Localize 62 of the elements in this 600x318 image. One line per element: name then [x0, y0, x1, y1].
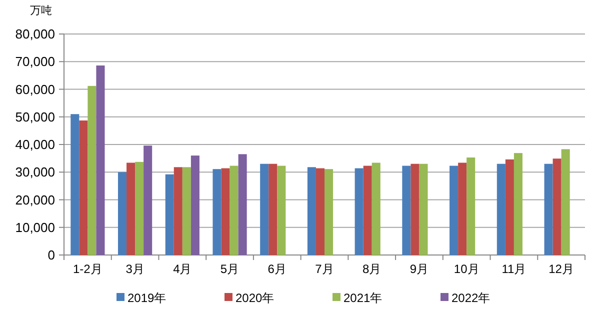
x-tick-label: 8月 — [362, 262, 382, 276]
bar — [372, 162, 380, 255]
bar — [324, 169, 334, 255]
bar — [496, 164, 506, 255]
x-tick-label: 12月 — [548, 262, 574, 276]
bar — [79, 120, 88, 255]
y-tick-label: 0 — [48, 248, 55, 262]
bar — [505, 159, 514, 255]
bar — [466, 157, 476, 255]
y-tick-label: 70,000 — [15, 54, 55, 70]
bar — [544, 164, 553, 255]
bar — [212, 169, 222, 255]
x-tick-label: 9月 — [410, 262, 429, 276]
y-tick-label: 40,000 — [15, 137, 55, 152]
bar — [410, 164, 420, 255]
bar — [402, 166, 411, 255]
bar — [190, 156, 200, 255]
x-tick-label: 7月 — [315, 262, 334, 276]
x-tick-label: 10月 — [454, 262, 480, 276]
bar — [268, 164, 278, 255]
bar — [144, 146, 152, 255]
y-tick-label: 30,000 — [15, 164, 55, 180]
x-tick-label: 11月 — [502, 262, 526, 276]
bar — [174, 167, 182, 255]
bar — [419, 164, 428, 255]
x-tick-label: 4月 — [173, 262, 192, 276]
bar — [552, 158, 562, 255]
bar — [182, 167, 191, 255]
legend-label: 2021年 — [344, 291, 382, 305]
x-tick-label: 1-2月 — [73, 262, 102, 276]
bar — [354, 168, 364, 255]
bar — [96, 65, 105, 255]
bar — [70, 114, 80, 255]
bar — [230, 166, 238, 255]
bar — [165, 174, 174, 255]
bar — [277, 166, 286, 255]
bar — [238, 154, 247, 255]
bar — [316, 168, 324, 255]
x-tick-label: 5月 — [220, 262, 240, 276]
y-axis-title: 万吨 — [30, 4, 52, 17]
bar — [118, 172, 127, 255]
legend-label: 2019年 — [128, 291, 166, 305]
bar — [126, 162, 136, 255]
legend-label: 2022年 — [452, 291, 490, 305]
y-tick-label: 10,000 — [15, 220, 55, 235]
y-tick-label: 50,000 — [15, 109, 55, 124]
bar — [561, 149, 570, 255]
x-tick-label: 3月 — [126, 262, 144, 276]
bar — [260, 164, 269, 255]
bar — [135, 162, 144, 255]
bar — [307, 167, 316, 255]
bar — [221, 168, 230, 255]
bar — [450, 166, 458, 255]
legend-label: 2020年 — [236, 291, 274, 305]
bar — [363, 166, 372, 255]
bar — [458, 162, 467, 255]
x-tick-label: 6月 — [268, 262, 286, 276]
y-tick-label: 60,000 — [15, 82, 55, 97]
y-tick-label: 20,000 — [15, 192, 55, 208]
bar — [514, 153, 522, 255]
y-tick-label: 80,000 — [15, 26, 55, 42]
bar — [88, 86, 96, 255]
